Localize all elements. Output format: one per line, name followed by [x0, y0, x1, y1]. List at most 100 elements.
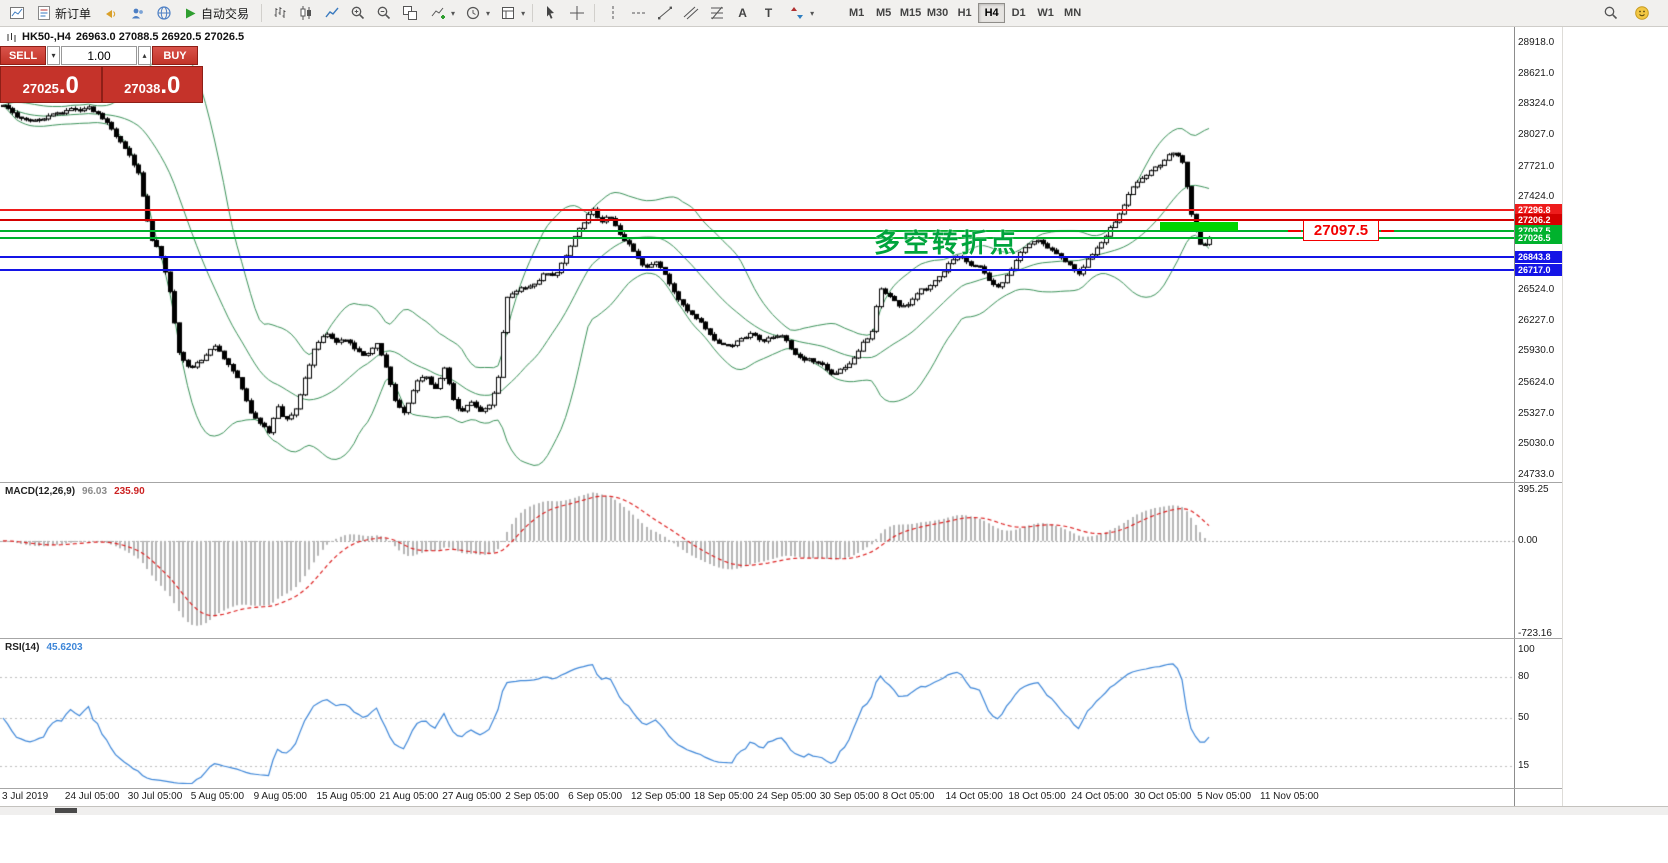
- time-axis-label: 18 Sep 05:00: [693, 791, 754, 802]
- search-icon[interactable]: [1598, 2, 1623, 24]
- time-axis-label: 30 Sep 05:00: [819, 791, 880, 802]
- bar-chart-icon[interactable]: [267, 2, 292, 24]
- annotation-text[interactable]: 多空转折点: [874, 228, 1020, 258]
- hline-price-label: 27296.8: [1515, 204, 1562, 217]
- macd-main-value: 96.03: [82, 486, 108, 497]
- toolbar-separator: [532, 4, 534, 22]
- main-toolbar: 新订单 自动交易 ▾ ▾ ▾ A T ▾ M1 M5: [0, 0, 1668, 27]
- autotrade-button[interactable]: 自动交易: [177, 2, 256, 24]
- time-axis-label: 14 Oct 05:00: [945, 791, 1003, 802]
- time-axis-label: 27 Aug 05:00: [442, 791, 502, 802]
- horizontal-line[interactable]: [0, 229, 1514, 232]
- highlight-rect[interactable]: [1160, 222, 1238, 231]
- label-tool-icon[interactable]: T: [764, 6, 773, 20]
- time-axis-label: 11 Nov 05:00: [1260, 791, 1319, 802]
- cursor-icon[interactable]: [538, 2, 563, 24]
- trade-panel-prices: 27025.0 27038.0: [0, 66, 203, 103]
- volume-increase-button[interactable]: ▴: [138, 46, 151, 65]
- macd-signal-value: 235.90: [114, 486, 145, 497]
- indicators-button[interactable]: ▾: [423, 2, 457, 24]
- fibonacci-tool-icon[interactable]: [704, 2, 729, 24]
- time-axis-label: 5 Aug 05:00: [190, 791, 245, 802]
- dropdown-caret: ▾: [521, 8, 526, 18]
- macd-scale-label: 0.00: [1518, 534, 1538, 546]
- price-callout[interactable]: 27097.5: [1303, 220, 1379, 241]
- symbol-name: HK50-,H4: [22, 31, 71, 43]
- tf-mn-button[interactable]: MN: [1064, 7, 1082, 19]
- macd-label-row: MACD(12,26,9) 96.03 235.90: [5, 486, 145, 497]
- crosshair-icon[interactable]: [564, 2, 589, 24]
- time-axis-label: 30 Oct 05:00: [1134, 791, 1192, 802]
- macd-canvas[interactable]: [0, 483, 1514, 638]
- community-icon[interactable]: [125, 2, 150, 24]
- rsi-scale-label: 15: [1518, 759, 1530, 771]
- one-click-trading-panel: SELL ▾ ▴ BUY 27025.0 27038.0: [0, 46, 203, 103]
- main-chart-canvas[interactable]: [0, 27, 1514, 482]
- vertical-line-tool-icon[interactable]: [600, 2, 625, 24]
- tf-m15-button[interactable]: M15: [899, 7, 922, 19]
- tile-windows-icon[interactable]: [397, 2, 422, 24]
- time-axis-label: 8 Oct 05:00: [882, 791, 935, 802]
- new-chart-icon[interactable]: [4, 2, 29, 24]
- callout-dash-right: [1381, 230, 1394, 232]
- arrows-tool-button[interactable]: ▾: [782, 2, 816, 24]
- channel-tool-icon[interactable]: [678, 2, 703, 24]
- tf-w1-button[interactable]: W1: [1037, 7, 1054, 19]
- horizontal-line-tool-icon[interactable]: [626, 2, 651, 24]
- price-axis-label: 28324.0: [1518, 98, 1555, 110]
- arrows-icon: [784, 2, 809, 24]
- new-order-button[interactable]: 新订单: [30, 2, 98, 24]
- volume-input[interactable]: [61, 46, 137, 65]
- tf-m5-button[interactable]: M5: [875, 7, 892, 19]
- trade-panel-controls: SELL ▾ ▴ BUY: [0, 46, 203, 65]
- sell-price-main: 27025: [22, 81, 59, 96]
- rsi-label-row: RSI(14) 45.6203: [5, 642, 83, 653]
- zoom-out-icon[interactable]: [371, 2, 396, 24]
- price-axis-label: 26227.0: [1518, 314, 1555, 326]
- buy-button[interactable]: BUY: [152, 46, 198, 65]
- dropdown-caret: ▾: [810, 8, 815, 18]
- periods-button[interactable]: ▾: [458, 2, 492, 24]
- tf-m30-button[interactable]: M30: [926, 7, 949, 19]
- price-axis-label: 27721.0: [1518, 160, 1555, 172]
- tf-h1-button[interactable]: H1: [957, 7, 972, 19]
- zoom-in-icon[interactable]: [345, 2, 370, 24]
- panel-divider-rsi[interactable]: [0, 638, 1562, 639]
- tf-h4-button[interactable]: H4: [978, 3, 1006, 23]
- web-help-icon[interactable]: [151, 2, 176, 24]
- price-axis-line: [1514, 27, 1515, 806]
- trendline-tool-icon[interactable]: [652, 2, 677, 24]
- candlestick-chart-icon[interactable]: [293, 2, 318, 24]
- buy-price[interactable]: 27038.0: [103, 67, 203, 102]
- scroll-thumb[interactable]: [55, 808, 77, 813]
- line-chart-icon[interactable]: [319, 2, 344, 24]
- sell-price[interactable]: 27025.0: [1, 67, 101, 102]
- templates-button[interactable]: ▾: [493, 2, 527, 24]
- time-axis-label: 30 Jul 05:00: [127, 791, 183, 802]
- volume-decrease-button[interactable]: ▾: [47, 46, 60, 65]
- horizontal-line[interactable]: [0, 237, 1514, 240]
- macd-label: MACD(12,26,9): [5, 486, 76, 497]
- horizontal-line[interactable]: [0, 218, 1514, 221]
- horizontal-line[interactable]: [0, 269, 1514, 272]
- hline-price-label: 27206.2: [1515, 213, 1562, 226]
- window-right-edge: [1562, 27, 1563, 806]
- smiley-icon[interactable]: [1629, 2, 1654, 24]
- price-axis-label: 27424.0: [1518, 191, 1555, 203]
- sell-button[interactable]: SELL: [0, 46, 46, 65]
- tf-m1-button[interactable]: M1: [848, 7, 865, 19]
- symbol-ohlc: 26963.0 27088.5 26920.5 27026.5: [75, 31, 245, 43]
- chart-icon: [7, 32, 16, 42]
- horizontal-line[interactable]: [0, 209, 1514, 212]
- panel-divider-macd[interactable]: [0, 482, 1562, 483]
- horizontal-line[interactable]: [0, 256, 1514, 259]
- price-axis-label: 25930.0: [1518, 345, 1555, 357]
- template-icon: [495, 2, 520, 24]
- callout-dash-left: [1288, 230, 1301, 232]
- autotrade-play-icon: [186, 8, 196, 18]
- rsi-canvas[interactable]: [0, 639, 1514, 788]
- text-tool-icon[interactable]: A: [738, 6, 747, 20]
- alert-icon[interactable]: [99, 2, 124, 24]
- tf-d1-button[interactable]: D1: [1011, 7, 1026, 19]
- toolbar-separator: [594, 4, 596, 22]
